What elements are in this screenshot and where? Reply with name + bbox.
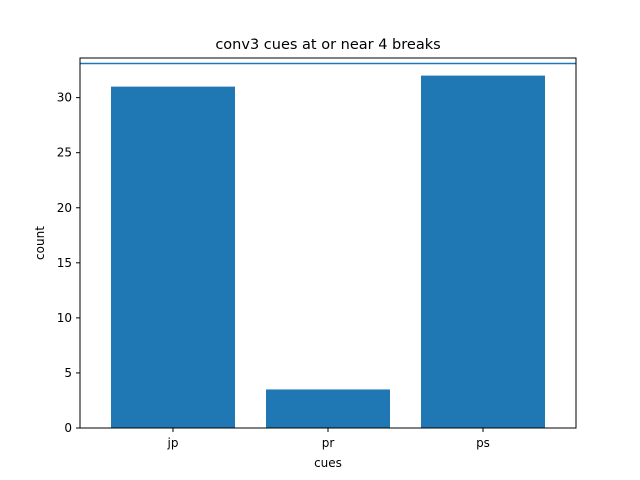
bar-ps	[421, 75, 545, 428]
y-axis-label: count	[33, 226, 47, 260]
bar-jp	[111, 86, 235, 428]
y-tick-label-5: 5	[64, 366, 72, 380]
chart-title: conv3 cues at or near 4 breaks	[215, 37, 440, 53]
bars-group	[111, 75, 545, 428]
x-axis-ticks: jp pr ps	[167, 428, 490, 450]
y-tick-label-25: 25	[57, 146, 72, 160]
y-tick-label-0: 0	[64, 421, 72, 435]
bar-pr	[266, 389, 390, 428]
x-tick-label-pr: pr	[322, 436, 335, 450]
y-tick-label-30: 30	[57, 91, 72, 105]
x-axis-label: cues	[314, 456, 342, 470]
y-tick-label-20: 20	[57, 201, 72, 215]
y-axis-ticks: 0 5 10 15 20 25 30	[57, 91, 80, 435]
x-tick-label-jp: jp	[167, 436, 179, 450]
plot-frame	[79, 57, 577, 429]
x-tick-label-ps: ps	[476, 436, 490, 450]
y-tick-label-10: 10	[57, 311, 72, 325]
y-tick-label-15: 15	[57, 256, 72, 270]
